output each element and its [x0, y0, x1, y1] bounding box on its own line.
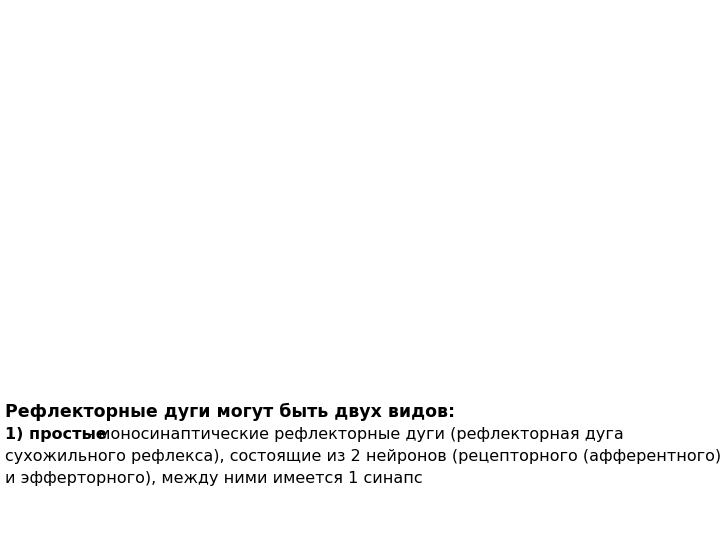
Text: Рефлекторные дуги могут быть двух видов:: Рефлекторные дуги могут быть двух видов:: [5, 403, 455, 421]
Text: сухожильного рефлекса), состоящие из 2 нейронов (рецепторного (афферентного): сухожильного рефлекса), состоящие из 2 н…: [5, 449, 720, 464]
Text: – моносинаптические рефлекторные дуги (рефлекторная дуга: – моносинаптические рефлекторные дуги (р…: [80, 428, 624, 442]
Text: 1) простые: 1) простые: [5, 428, 107, 442]
Text: и эфферторного), между ними имеется 1 синапс: и эфферторного), между ними имеется 1 си…: [5, 471, 423, 487]
Bar: [0, 398, 720, 540]
